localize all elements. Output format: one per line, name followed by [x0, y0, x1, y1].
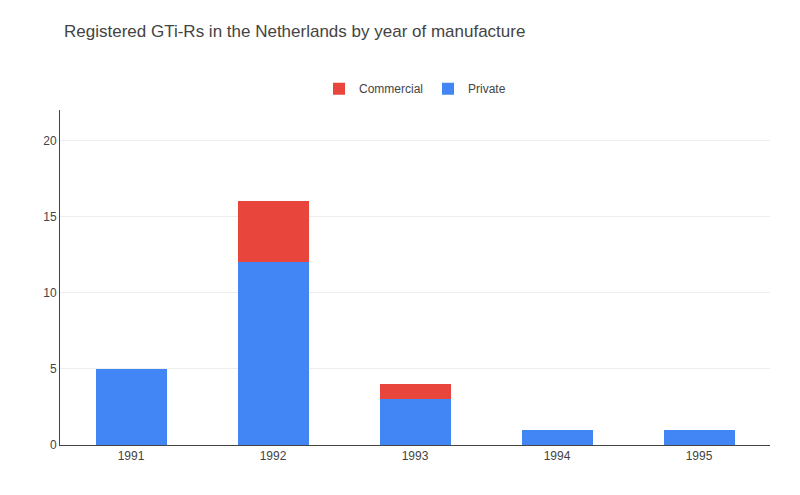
svg-text:20: 20 [43, 134, 57, 148]
svg-text:0: 0 [50, 438, 57, 452]
svg-text:15: 15 [43, 210, 57, 224]
svg-text:1994: 1994 [544, 449, 571, 463]
svg-text:Private: Private [468, 82, 506, 96]
svg-text:1991: 1991 [118, 449, 145, 463]
svg-text:5: 5 [50, 362, 57, 376]
svg-text:Registered GTi-Rs in the Nethe: Registered GTi-Rs in the Netherlands by … [64, 22, 525, 41]
svg-text:Commercial: Commercial [359, 82, 423, 96]
svg-text:1992: 1992 [260, 449, 287, 463]
svg-text:1995: 1995 [686, 449, 713, 463]
svg-text:10: 10 [43, 286, 57, 300]
svg-text:1993: 1993 [402, 449, 429, 463]
